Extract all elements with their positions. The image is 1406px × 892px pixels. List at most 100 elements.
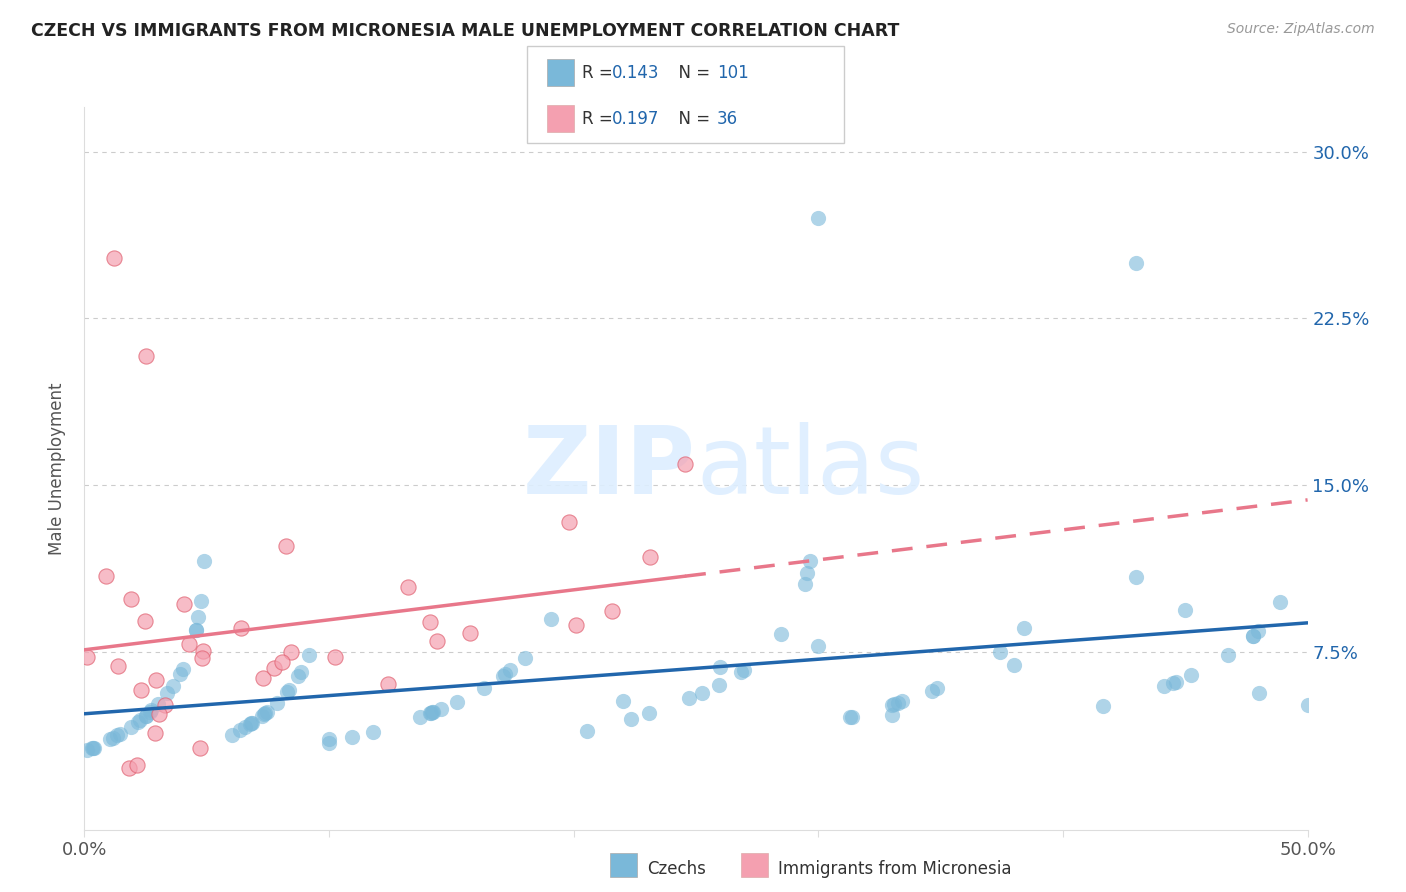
- Point: [120, 720, 142, 734]
- Text: 36: 36: [717, 110, 738, 128]
- Point: [128, 714, 150, 728]
- Point: [135, 708, 157, 723]
- Point: [190, 594, 212, 608]
- Point: [266, 696, 288, 710]
- Point: [1012, 620, 1035, 634]
- Text: N =: N =: [668, 63, 716, 81]
- Text: 0.143: 0.143: [612, 63, 659, 81]
- Point: [162, 679, 184, 693]
- Point: [770, 627, 793, 641]
- Text: atlas: atlas: [696, 422, 924, 515]
- Point: [1296, 698, 1319, 713]
- Point: [1216, 648, 1239, 663]
- Point: [172, 661, 194, 675]
- Point: [229, 723, 252, 738]
- Point: [239, 717, 262, 731]
- Text: 101: 101: [717, 63, 749, 81]
- Point: [120, 591, 142, 606]
- Point: [139, 705, 162, 719]
- Point: [105, 728, 128, 742]
- Point: [807, 211, 830, 226]
- Point: [565, 618, 588, 632]
- Point: [323, 650, 346, 665]
- Point: [1092, 698, 1115, 713]
- Point: [127, 758, 149, 772]
- Point: [156, 686, 179, 700]
- Point: [190, 651, 212, 665]
- Point: [193, 554, 215, 568]
- Point: [107, 658, 129, 673]
- Point: [638, 549, 661, 564]
- Point: [807, 639, 830, 653]
- Point: [129, 683, 152, 698]
- Point: [254, 706, 277, 721]
- Point: [419, 615, 441, 630]
- Text: R =: R =: [582, 110, 619, 128]
- Point: [730, 665, 752, 679]
- Point: [709, 660, 731, 674]
- Point: [83, 740, 105, 755]
- Point: [880, 698, 903, 712]
- Point: [799, 554, 821, 568]
- Point: [419, 706, 441, 720]
- Text: 0.197: 0.197: [612, 110, 659, 128]
- Point: [377, 677, 399, 691]
- Point: [1164, 674, 1187, 689]
- Point: [420, 705, 443, 719]
- Point: [1002, 658, 1025, 673]
- Point: [422, 705, 444, 719]
- Point: [82, 741, 104, 756]
- Point: [1125, 569, 1147, 583]
- Point: [396, 580, 419, 594]
- Point: [287, 669, 309, 683]
- Point: [193, 644, 215, 658]
- Point: [1241, 629, 1264, 643]
- Point: [733, 663, 755, 677]
- Point: [1241, 629, 1264, 643]
- Point: [430, 702, 453, 716]
- Point: [134, 614, 156, 628]
- Point: [883, 698, 905, 712]
- Point: [1247, 624, 1270, 639]
- Point: [426, 634, 449, 648]
- Point: [290, 665, 312, 680]
- Point: [1174, 603, 1197, 617]
- Point: [927, 681, 949, 696]
- Point: [612, 693, 634, 707]
- Point: [880, 707, 903, 722]
- Point: [135, 349, 157, 363]
- Point: [419, 706, 441, 720]
- Text: Immigrants from Micronesia: Immigrants from Micronesia: [778, 860, 1011, 879]
- Point: [361, 724, 384, 739]
- Point: [101, 731, 124, 745]
- Point: [277, 683, 299, 698]
- Point: [141, 703, 163, 717]
- Point: [187, 609, 209, 624]
- Y-axis label: Male Unemployment: Male Unemployment: [48, 382, 66, 555]
- Point: [988, 645, 1011, 659]
- Point: [252, 671, 274, 685]
- Text: Czechs: Czechs: [647, 860, 706, 879]
- Point: [270, 655, 292, 669]
- Point: [229, 621, 252, 635]
- Point: [233, 721, 256, 735]
- Point: [600, 603, 623, 617]
- Point: [153, 698, 176, 712]
- Point: [499, 663, 522, 677]
- Point: [148, 706, 170, 721]
- Text: CZECH VS IMMIGRANTS FROM MICRONESIA MALE UNEMPLOYMENT CORRELATION CHART: CZECH VS IMMIGRANTS FROM MICRONESIA MALE…: [31, 22, 900, 40]
- Point: [491, 669, 513, 683]
- Point: [118, 761, 141, 775]
- Point: [796, 566, 818, 581]
- Point: [256, 705, 278, 719]
- Point: [690, 686, 713, 700]
- Point: [177, 637, 200, 651]
- Point: [169, 667, 191, 681]
- Point: [253, 707, 276, 722]
- Point: [221, 728, 243, 742]
- Point: [276, 685, 298, 699]
- Point: [173, 597, 195, 611]
- Point: [1161, 676, 1184, 690]
- Point: [184, 623, 207, 637]
- Point: [76, 743, 98, 757]
